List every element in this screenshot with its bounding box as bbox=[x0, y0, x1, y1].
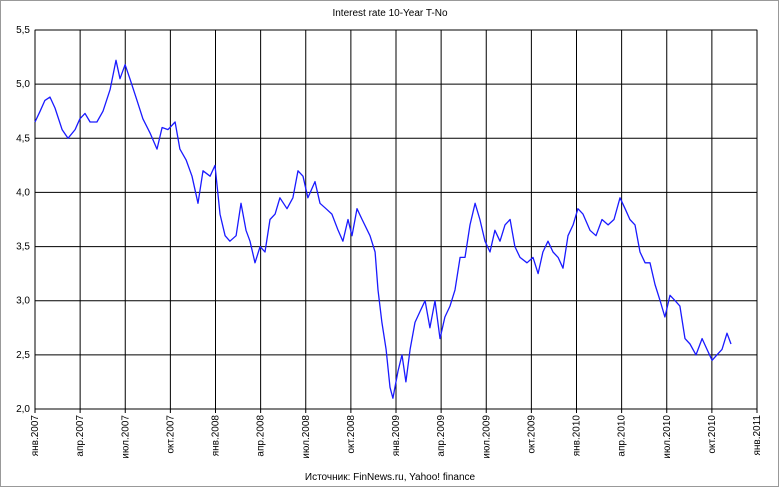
x-tick-label: окт.2008 bbox=[346, 415, 357, 454]
x-tick-label: апр.2007 bbox=[75, 415, 86, 457]
x-tick-label: окт.2007 bbox=[165, 415, 176, 454]
source-note: Источник: FinNews.ru, Yahoo! finance bbox=[305, 472, 476, 483]
x-tick-label: апр.2010 bbox=[617, 415, 628, 457]
x-tick-label: окт.2010 bbox=[707, 415, 718, 454]
x-tick-label: апр.2009 bbox=[436, 415, 447, 457]
x-tick-label: июл.2009 bbox=[481, 415, 492, 459]
y-tick-label: 3,0 bbox=[16, 296, 30, 307]
y-tick-label: 5,5 bbox=[16, 25, 30, 36]
chart-title: Interest rate 10-Year T-No bbox=[332, 8, 448, 19]
y-tick-label: 2,5 bbox=[16, 350, 30, 361]
x-tick-label: янв.2011 bbox=[752, 415, 763, 456]
x-tick-label: июл.2007 bbox=[120, 415, 131, 459]
y-tick-label: 4,0 bbox=[16, 187, 30, 198]
data-line bbox=[34, 59, 732, 399]
y-tick-label: 2,0 bbox=[16, 404, 30, 415]
x-tick-label: янв.2007 bbox=[30, 415, 41, 457]
x-tick-label: июл.2010 bbox=[662, 415, 673, 459]
x-tick-label: янв.2008 bbox=[211, 415, 222, 457]
y-tick-label: 3,5 bbox=[16, 242, 30, 253]
x-tick-label: янв.2009 bbox=[391, 415, 402, 457]
x-tick-label: июл.2008 bbox=[301, 415, 312, 459]
y-tick-label: 5,0 bbox=[16, 79, 30, 90]
x-tick-label: окт.2009 bbox=[526, 415, 537, 454]
x-tick-label: янв.2010 bbox=[572, 415, 583, 457]
x-tick-label: апр.2008 bbox=[256, 415, 267, 457]
y-tick-label: 4,5 bbox=[16, 133, 30, 144]
